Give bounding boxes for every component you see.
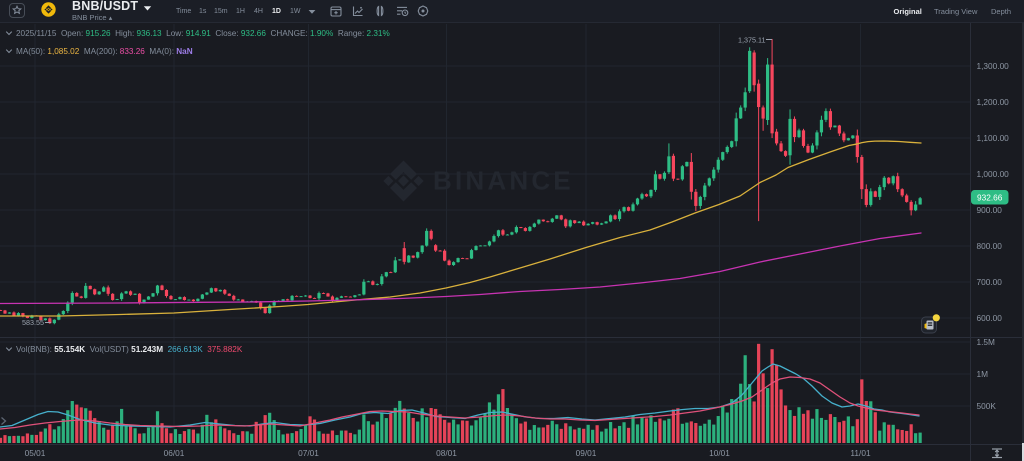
svg-text:1,300.00: 1,300.00 (977, 61, 1010, 71)
svg-text:10/01: 10/01 (709, 448, 730, 458)
svg-text:583.55: 583.55 (22, 318, 44, 327)
svg-text:11/01: 11/01 (850, 448, 871, 458)
svg-text:06/01: 06/01 (164, 448, 185, 458)
svg-text:1,200.00: 1,200.00 (977, 97, 1010, 107)
svg-text:600.00: 600.00 (977, 313, 1003, 323)
svg-text:932.66: 932.66 (977, 192, 1003, 202)
svg-text:1M: 1M (977, 369, 989, 379)
svg-text:08/01: 08/01 (436, 448, 457, 458)
svg-text:1,000.00: 1,000.00 (977, 169, 1010, 179)
svg-text:BINANCE: BINANCE (433, 166, 574, 196)
svg-text:500K: 500K (977, 401, 997, 411)
svg-text:09/01: 09/01 (576, 448, 597, 458)
svg-text:05/01: 05/01 (25, 448, 46, 458)
svg-text:1,375.11: 1,375.11 (738, 36, 765, 45)
svg-text:1,100.00: 1,100.00 (977, 133, 1010, 143)
svg-text:900.00: 900.00 (977, 205, 1003, 215)
svg-text:800.00: 800.00 (977, 241, 1003, 251)
svg-text:1.5M: 1.5M (977, 337, 996, 347)
svg-text:700.00: 700.00 (977, 277, 1003, 287)
svg-text:07/01: 07/01 (298, 448, 319, 458)
